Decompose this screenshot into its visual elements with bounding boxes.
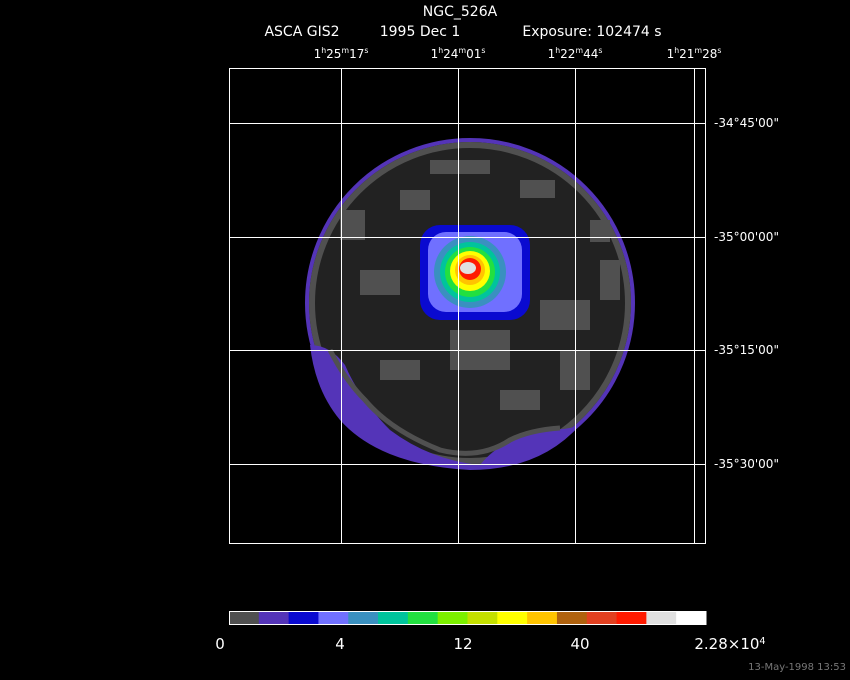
title: NGC_526A <box>423 4 498 20</box>
label-part: 1 <box>431 47 439 61</box>
colorbar-label: 2.28×104 <box>694 635 765 653</box>
superscript: s <box>481 46 485 55</box>
label-part: 0 <box>215 635 225 653</box>
colorbar-label: 0 <box>215 635 225 653</box>
colorbar-label: 40 <box>570 635 589 653</box>
source <box>420 225 530 320</box>
colorbar-swatch <box>318 611 349 625</box>
dec-label: -34°45'00" <box>714 116 779 130</box>
label-part: 25 <box>326 47 341 61</box>
superscript: h <box>438 46 443 55</box>
dec-label: -35°30'00" <box>714 457 779 471</box>
superscript: m <box>458 46 466 55</box>
colorbar-swatch <box>407 611 439 625</box>
dec-label: -35°00'00" <box>714 230 779 244</box>
detector-rim <box>309 142 631 464</box>
superscript: m <box>694 46 702 55</box>
coordinate-grid <box>229 68 706 544</box>
rim-patch <box>310 345 580 470</box>
superscript: h <box>674 46 679 55</box>
rim-arc <box>327 348 561 456</box>
colorbar-swatch <box>586 611 618 625</box>
colorbar-swatch <box>616 611 647 625</box>
superscript: s <box>598 46 602 55</box>
label-part: 1 <box>667 47 675 61</box>
instrument: ASCA GIS2 <box>264 24 339 40</box>
label-part: 22 <box>560 47 575 61</box>
colorbar-swatch <box>467 611 498 625</box>
superscript: m <box>575 46 583 55</box>
timestamp: 13-May-1998 13:53 <box>748 662 846 673</box>
superscript: s <box>717 46 721 55</box>
superscript: h <box>555 46 560 55</box>
colorbar-swatch <box>348 611 379 625</box>
label-part: 1 <box>548 47 556 61</box>
ra-label: 1h25m17s <box>314 46 369 61</box>
colorbar-swatch <box>378 611 409 625</box>
labels: 1h25m17s 1h24m01s 1h22m44s 1h21m28s-34°45'0… <box>314 46 779 471</box>
colorbar-swatch <box>556 611 588 625</box>
superscript: 4 <box>759 636 765 647</box>
colorbar-swatch <box>258 611 290 625</box>
label-part: 21 <box>679 47 694 61</box>
xray-image <box>305 138 635 470</box>
colorbar-swatch <box>676 611 707 625</box>
label-part: 28 <box>702 47 717 61</box>
label-part: 40 <box>570 635 589 653</box>
ra-label: 1h21m28s <box>667 46 722 61</box>
colorbar-frame <box>229 611 706 625</box>
label-part: 24 <box>443 47 458 61</box>
colorbar-label: 12 <box>453 635 472 653</box>
colorbar-swatch <box>288 611 319 625</box>
frame <box>229 68 706 544</box>
ra-label: 1h22m44s <box>548 46 603 61</box>
dec-label: -35°15'00" <box>714 343 779 357</box>
label-part: 01 <box>466 47 481 61</box>
label-part: 17 <box>349 47 364 61</box>
superscript: h <box>321 46 326 55</box>
ra-label: 1h24m01s <box>431 46 486 61</box>
colorbar-swatch <box>497 611 528 625</box>
colorbar-swatch <box>437 611 468 625</box>
label-part: 44 <box>583 47 598 61</box>
superscript: m <box>341 46 349 55</box>
label-part: 12 <box>453 635 472 653</box>
label-part: 2.28×10 <box>694 635 759 653</box>
superscript: s <box>364 46 368 55</box>
label-part: 1 <box>314 47 322 61</box>
colorbar: 0 4 12 40 2.28×104 <box>215 611 766 653</box>
exposure: Exposure: 102474 s <box>522 24 661 40</box>
colorbar-label: 4 <box>335 635 345 653</box>
colorbar-swatch <box>646 611 677 625</box>
colorbar-swatch <box>229 611 260 625</box>
label-part: 4 <box>335 635 345 653</box>
colorbar-swatch <box>527 611 558 625</box>
date: 1995 Dec 1 <box>380 24 461 40</box>
